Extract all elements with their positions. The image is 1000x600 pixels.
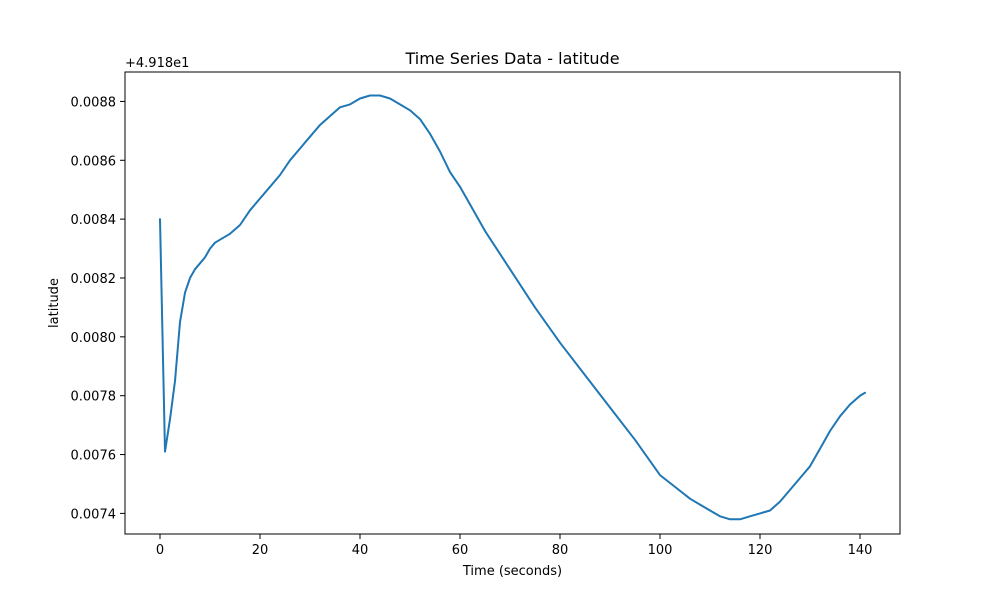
series-line-latitude xyxy=(159,94,866,521)
y-tick-label: 0.0082 xyxy=(71,272,117,287)
x-tick-label: 60 xyxy=(452,543,469,558)
y-tick-label: 0.0080 xyxy=(71,331,117,346)
plot-area xyxy=(125,72,900,534)
plot-frame xyxy=(124,71,901,535)
y-offset-label: +4.918e1 xyxy=(125,56,189,71)
x-tick-label: 0 xyxy=(156,543,164,558)
x-tick-label: 120 xyxy=(748,543,773,558)
y-axis-title: latitude xyxy=(47,278,62,328)
y-tick-label: 0.0088 xyxy=(71,95,117,110)
chart-title: Time Series Data - latitude xyxy=(404,49,619,68)
x-axis-title: Time (seconds) xyxy=(462,564,562,579)
y-tick-label: 0.0084 xyxy=(71,213,117,228)
y-tick-label: 0.0074 xyxy=(71,507,117,522)
x-axis: 0 20 40 60 80 100 120 140 xyxy=(156,534,873,558)
y-axis: 0.0074 0.0076 0.0078 0.0080 0.0082 0.0084 0.00… xyxy=(71,95,125,522)
series-layer xyxy=(159,94,866,521)
x-tick-label: 80 xyxy=(552,543,569,558)
x-tick-label: 20 xyxy=(252,543,269,558)
y-tick-label: 0.0086 xyxy=(71,154,117,169)
x-tick-label: 100 xyxy=(648,543,673,558)
x-tick-label: 40 xyxy=(352,543,369,558)
x-tick-label: 140 xyxy=(848,543,873,558)
y-tick-label: 0.0076 xyxy=(71,449,117,464)
y-tick-label: 0.0078 xyxy=(71,390,117,405)
